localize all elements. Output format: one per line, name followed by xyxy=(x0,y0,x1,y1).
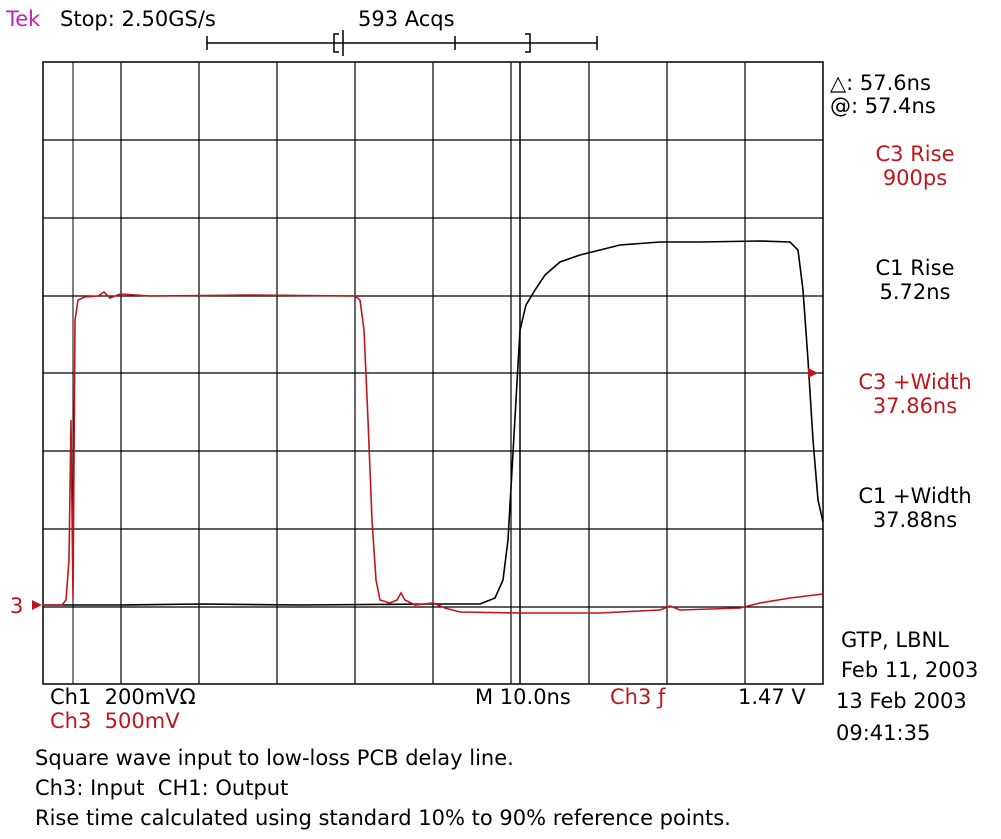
time: 09:41:35 xyxy=(836,721,930,745)
ch1-setting: Ch1 200mVΩ xyxy=(50,685,196,709)
cursor-delta: △: 57.6ns xyxy=(830,71,931,95)
ch3-trace xyxy=(43,290,824,614)
timebase: M 10.0ns xyxy=(475,685,571,709)
cursor-at: @: 57.4ns xyxy=(830,94,936,118)
trigger-source: Ch3 ƒ xyxy=(610,685,666,709)
measure-value: 5.72ns xyxy=(879,280,950,304)
status: Stop: 2.50GS/s xyxy=(60,7,216,31)
caption-line: Rise time calculated using standard 10% … xyxy=(35,806,731,830)
record-bar xyxy=(206,30,598,56)
measure-label: C1 Rise xyxy=(876,256,955,280)
acquisitions: 593 Acqs xyxy=(358,7,455,31)
measure-label: C3 Rise xyxy=(876,142,955,166)
measure-value: 37.86ns xyxy=(873,394,957,418)
measure-label: C1 +Width xyxy=(858,484,971,508)
brand: Tek xyxy=(5,7,41,31)
caption-line: Square wave input to low-loss PCB delay … xyxy=(35,746,514,770)
trigger-marker xyxy=(808,368,818,378)
trigger-level: 1.47 V xyxy=(738,685,806,709)
org: GTP, LBNL xyxy=(841,628,949,652)
caption-line: Ch3: Input CH1: Output xyxy=(35,776,288,800)
measure-label: C3 +Width xyxy=(858,370,971,394)
measure-value: 37.88ns xyxy=(873,508,957,532)
ch3-ground-marker xyxy=(32,600,42,610)
graticule xyxy=(42,61,824,685)
measure-value: 900ps xyxy=(883,166,947,190)
date-note: Feb 11, 2003 xyxy=(841,658,978,682)
ch3-setting: Ch3 500mV xyxy=(50,709,180,733)
date: 13 Feb 2003 xyxy=(836,689,967,713)
ch1-trace xyxy=(43,240,824,606)
ch3-marker-label: 3 xyxy=(10,594,23,618)
